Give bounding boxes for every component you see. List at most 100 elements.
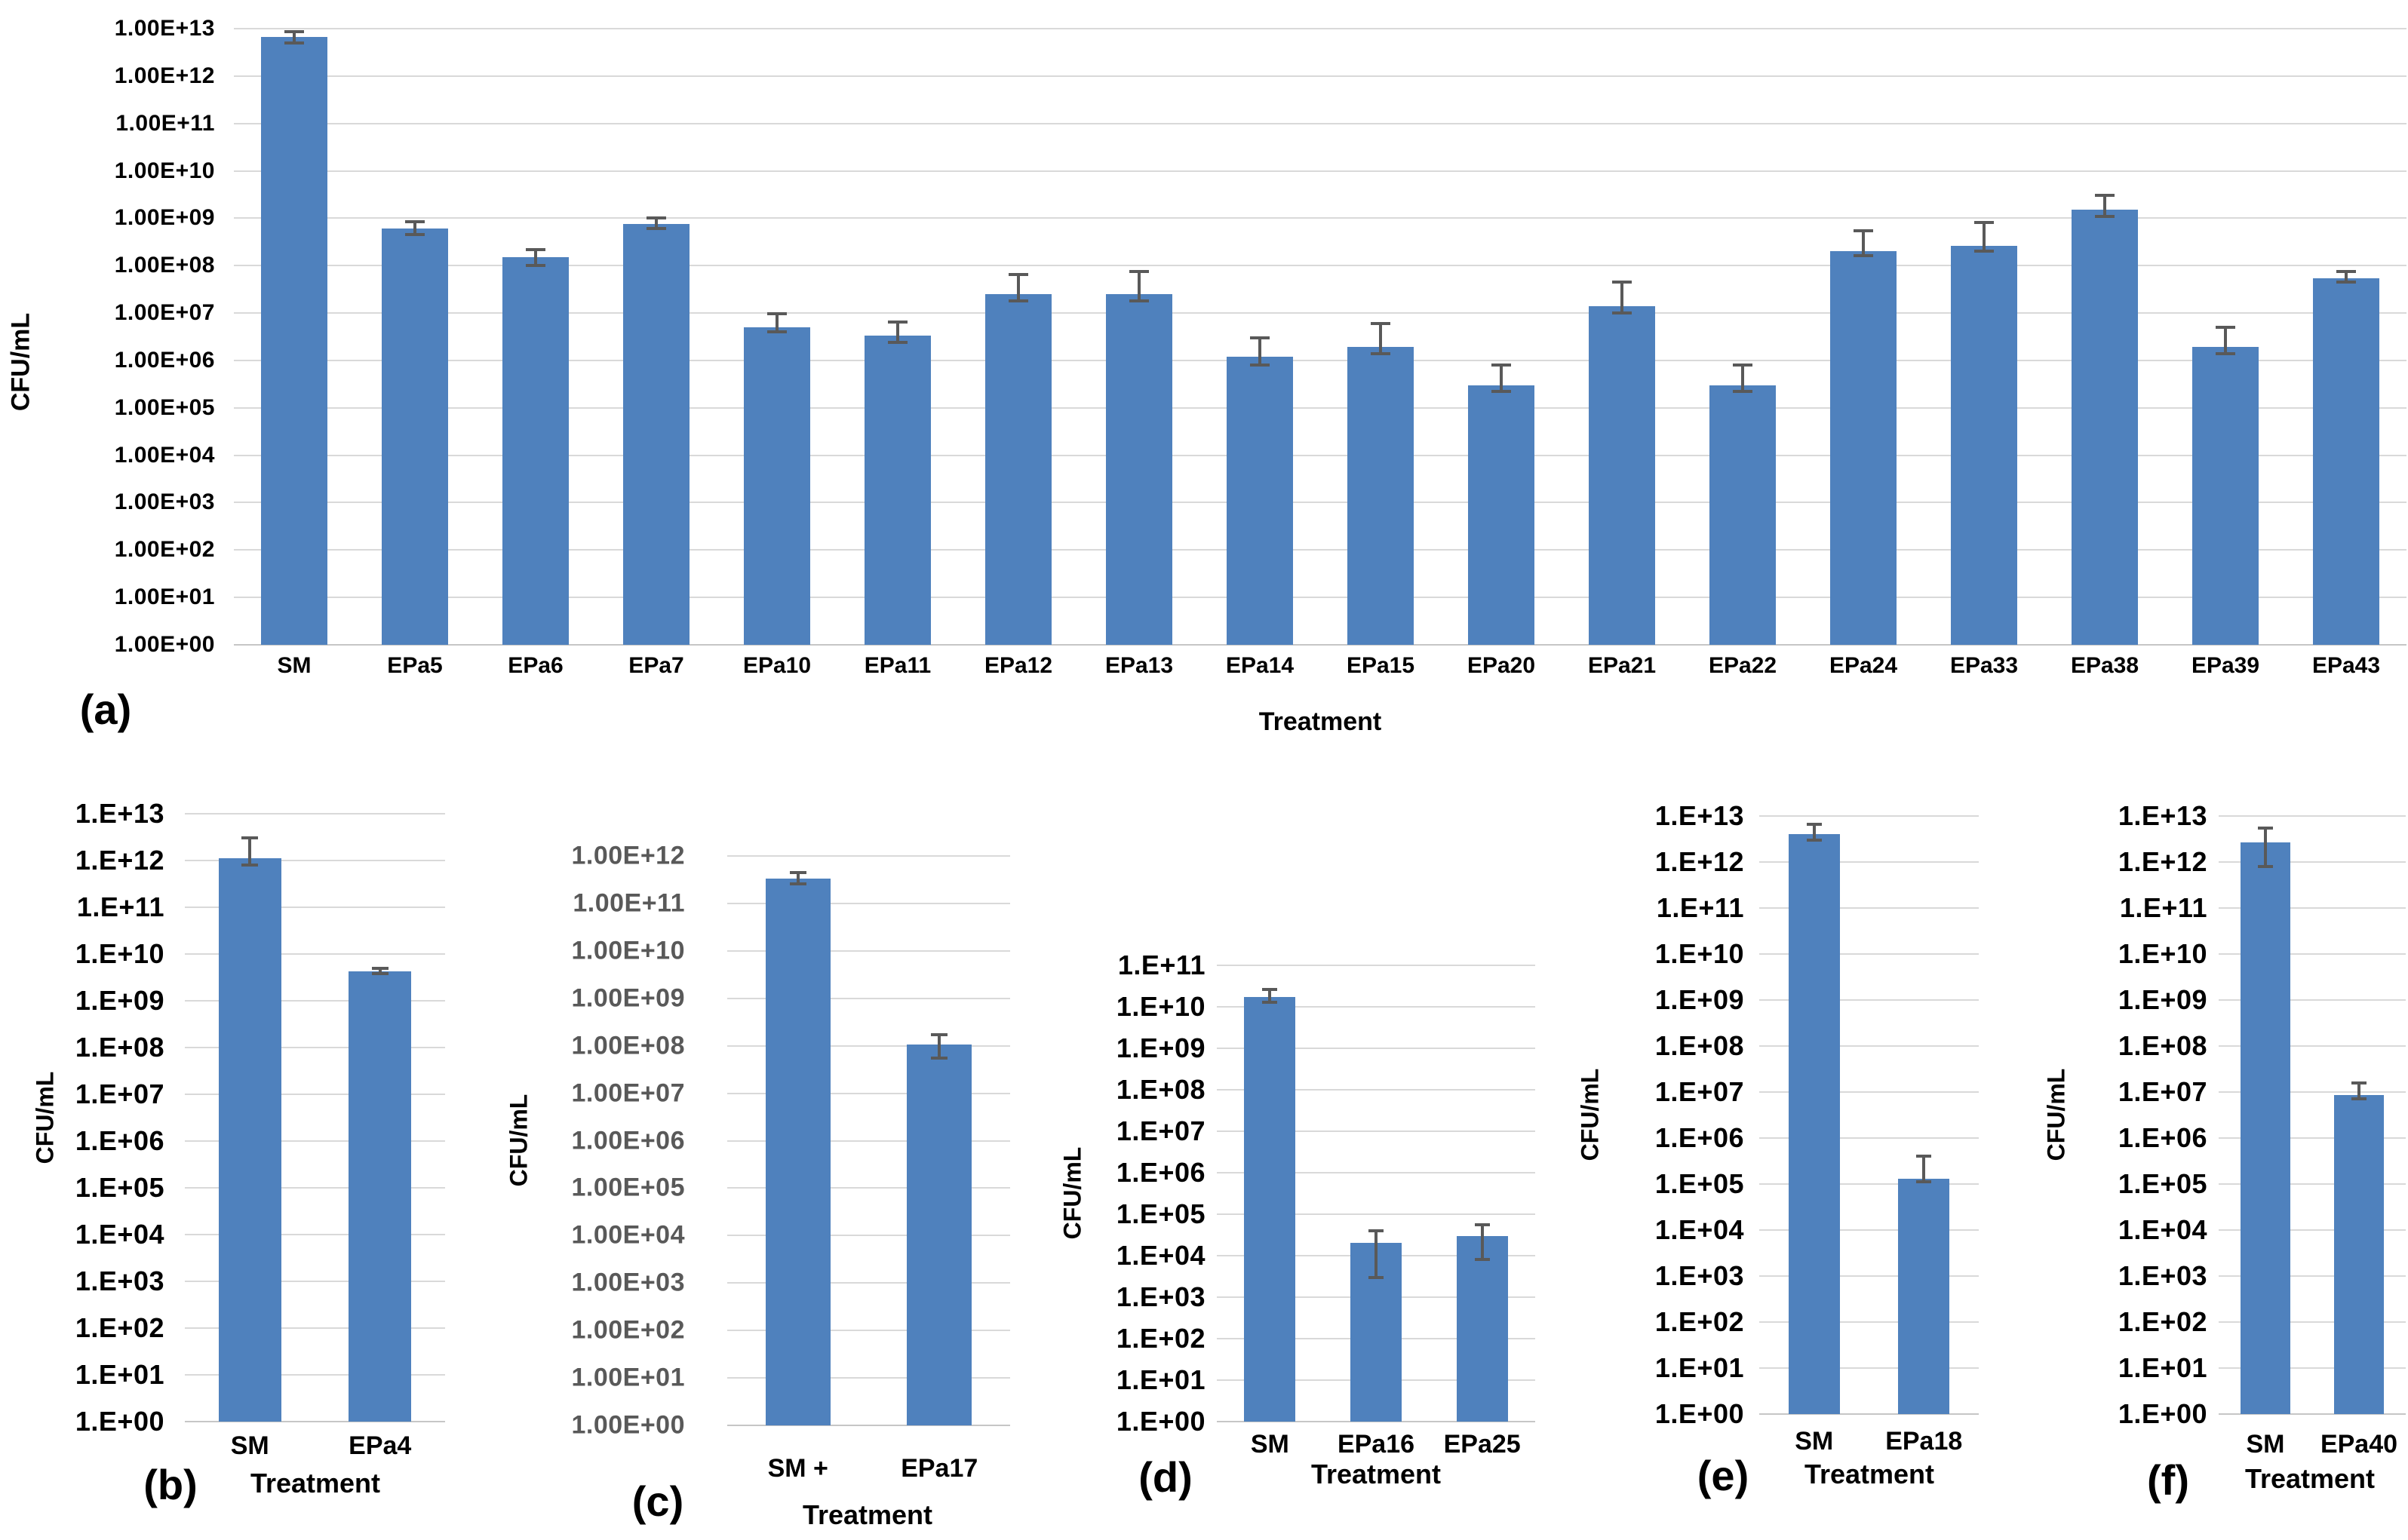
y-axis-title: CFU/mL xyxy=(6,312,35,412)
x-tick-label: EPa6 xyxy=(508,653,564,678)
error-bar-cap-top xyxy=(2095,194,2115,198)
error-bar-cap-top xyxy=(284,30,304,34)
error-bar-line xyxy=(1374,1230,1378,1278)
x-tick-label: EPa24 xyxy=(1829,653,1898,678)
y-tick-label: 1.E+02 xyxy=(2118,1306,2207,1337)
x-tick-label: EPa14 xyxy=(1225,653,1295,678)
error-bar-cap-top xyxy=(647,216,666,220)
gridline xyxy=(234,312,2406,314)
x-tick-label: EPa22 xyxy=(1708,653,1777,678)
error-bar-cap-top xyxy=(1262,988,1278,992)
error-bar-cap-top xyxy=(1491,364,1511,367)
y-tick-label: 1.E+12 xyxy=(75,845,164,876)
gridline xyxy=(1217,1213,1535,1215)
gridline xyxy=(185,1374,445,1376)
error-bar-cap-bottom xyxy=(1491,390,1511,394)
y-tick-label: 1.E+06 xyxy=(1654,1122,1744,1153)
y-tick-label: 1.E+12 xyxy=(1654,846,1744,877)
y-tick-label: 1.E+07 xyxy=(1654,1076,1744,1107)
error-bar-line xyxy=(2264,827,2267,867)
bar-EPa11 xyxy=(865,336,931,645)
bar-EPa40 xyxy=(2334,1095,2384,1414)
error-bar-cap-top xyxy=(888,320,908,324)
y-tick-label: 1.E+08 xyxy=(1654,1030,1744,1061)
x-axis-title: Treatment xyxy=(1310,1459,1442,1489)
error-bar-cap-top xyxy=(767,312,787,316)
gridline xyxy=(1217,1130,1535,1132)
y-tick-label: 1.00E+08 xyxy=(571,1031,685,1060)
x-axis-title: Treatment xyxy=(1804,1459,1935,1489)
gridline xyxy=(727,1282,1010,1284)
error-bar-cap-bottom xyxy=(1009,299,1028,303)
panel-label: (d) xyxy=(1138,1453,1193,1501)
gridline xyxy=(234,454,2406,456)
error-bar-cap-top xyxy=(2351,1081,2367,1084)
error-bar-line xyxy=(378,968,382,974)
y-tick-label: 1.E+01 xyxy=(1654,1352,1744,1383)
y-tick-label: 1.E+13 xyxy=(75,798,164,829)
y-tick-label: 1.00E+00 xyxy=(571,1410,685,1440)
bar-EPa15 xyxy=(1347,347,1414,645)
y-tick-label: 1.00E+12 xyxy=(114,63,215,88)
gridline xyxy=(1217,1048,1535,1049)
x-axis-title: Treatment xyxy=(1258,707,1382,736)
error-bar-cap-top xyxy=(1371,322,1390,326)
bar-SM xyxy=(2241,842,2290,1414)
y-tick-label: 1.E+08 xyxy=(2118,1030,2207,1061)
x-tick-label: EPa12 xyxy=(984,653,1053,678)
y-tick-label: 1.E+02 xyxy=(75,1312,164,1343)
y-tick-label: 1.00E+04 xyxy=(114,442,215,468)
bar-EPa24 xyxy=(1830,251,1897,645)
gridline xyxy=(2219,861,2406,863)
gridline xyxy=(1759,1091,1979,1093)
bar-EPa21 xyxy=(1589,305,1655,645)
gridline xyxy=(234,597,2406,599)
y-tick-label: 1.E+11 xyxy=(1117,949,1206,980)
error-bar-cap-top xyxy=(1733,364,1752,367)
gridline xyxy=(727,1377,1010,1379)
error-bar-cap-bottom xyxy=(1474,1258,1490,1262)
error-bar-cap-top xyxy=(2336,270,2356,274)
gridline xyxy=(2219,953,2406,955)
y-tick-label: 1.E+01 xyxy=(1116,1364,1206,1395)
error-bar-cap-top xyxy=(2258,826,2273,830)
y-tick-label: 1.00E+02 xyxy=(571,1315,685,1345)
x-tick-label: SM xyxy=(230,1431,269,1460)
y-tick-label: 1.E+09 xyxy=(75,985,164,1016)
error-bar-line xyxy=(1480,1225,1484,1260)
error-bar-line xyxy=(1379,324,1382,354)
gridline xyxy=(234,217,2406,219)
y-tick-label: 1.E+09 xyxy=(2118,984,2207,1015)
error-bar-cap-bottom xyxy=(1916,1180,1932,1184)
error-bar-cap-bottom xyxy=(1262,1000,1278,1004)
x-tick-label: EPa7 xyxy=(628,653,684,678)
error-bar-cap-bottom xyxy=(2336,281,2356,284)
y-tick-label: 1.00E+11 xyxy=(573,888,685,918)
error-bar-line xyxy=(1017,274,1020,302)
error-bar-cap-bottom xyxy=(1250,364,1270,367)
x-tick-label: EPa43 xyxy=(2311,653,2381,678)
y-tick-label: 1.00E+13 xyxy=(114,16,215,41)
y-tick-label: 1.E+00 xyxy=(1654,1398,1744,1429)
x-tick-label: EPa33 xyxy=(1949,653,2019,678)
error-bar-cap-bottom xyxy=(1806,838,1822,842)
gridline xyxy=(185,1047,445,1048)
y-tick-label: 1.E+03 xyxy=(1116,1281,1206,1312)
error-bar-cap-bottom xyxy=(241,864,259,867)
gridline xyxy=(2219,815,2406,817)
error-bar-cap-bottom xyxy=(1368,1275,1384,1279)
x-tick-label: EPa10 xyxy=(742,653,812,678)
x-tick-label: EPa21 xyxy=(1587,653,1657,678)
bar-EPa4 xyxy=(349,971,412,1422)
x-tick-label: SM + xyxy=(767,1454,828,1483)
y-tick-label: 1.00E+00 xyxy=(114,632,215,657)
y-tick-label: 1.E+00 xyxy=(1116,1406,1206,1437)
error-bar-line xyxy=(1862,230,1865,256)
error-bar-cap-bottom xyxy=(1733,390,1752,394)
gridline xyxy=(2219,907,2406,909)
gridline xyxy=(234,28,2406,29)
y-axis-title: CFU/mL xyxy=(1576,1068,1604,1161)
y-tick-label: 1.E+10 xyxy=(1654,938,1744,969)
bar-EPa38 xyxy=(2072,210,2138,645)
gridline xyxy=(2219,1229,2406,1231)
